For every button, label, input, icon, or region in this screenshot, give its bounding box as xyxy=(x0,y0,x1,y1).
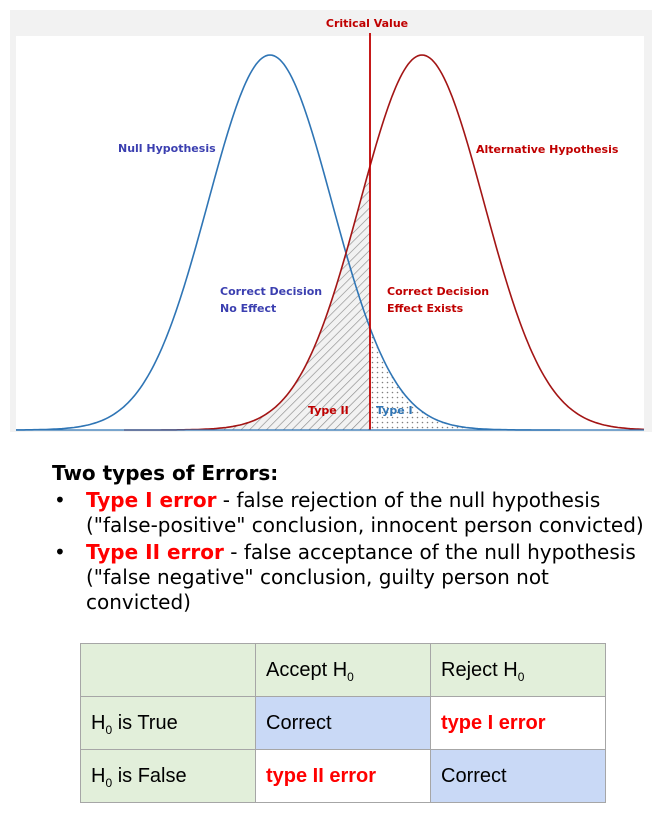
row-label-false: H0 is False xyxy=(80,749,256,803)
type-ii-label: Type II xyxy=(308,404,349,417)
cell-true-reject: type I error xyxy=(430,696,606,750)
correct-no-effect-line2: No Effect xyxy=(220,302,276,315)
subscript: 0 xyxy=(517,669,525,684)
cell-false-accept: type II error xyxy=(255,749,431,803)
type-ii-error-name: Type II error xyxy=(86,540,224,564)
header-reject: Reject H0 xyxy=(430,643,606,697)
row-label-rest: is True xyxy=(112,711,178,734)
correct-no-effect-line1: Correct Decision xyxy=(220,285,322,298)
table-row: H0 is False type II error Correct xyxy=(80,749,606,803)
header-accept: Accept H0 xyxy=(255,643,431,697)
h-letter: H xyxy=(91,711,106,734)
reject-text: Reject H xyxy=(441,658,518,681)
type-i-error-name: Type I error xyxy=(86,488,217,512)
accept-text: Accept H xyxy=(266,658,348,681)
type-i-error-text: - false rejection of the null hypothesis… xyxy=(86,488,644,537)
table-header-row: Accept H0 Reject H0 xyxy=(80,643,606,697)
bullet-dot: • xyxy=(54,488,66,512)
cell-false-reject: Correct xyxy=(430,749,606,803)
h-letter: H xyxy=(91,764,106,787)
error-table: Accept H0 Reject H0 H0 is True Correct t… xyxy=(80,643,606,803)
cell-true-accept: Correct xyxy=(255,696,431,750)
correct-effect-line1: Correct Decision xyxy=(387,285,489,298)
row-label-rest: is False xyxy=(112,764,187,787)
alternative-hypothesis-curve xyxy=(124,54,645,431)
alternative-hypothesis-label: Alternative Hypothesis xyxy=(476,143,619,156)
subscript: 0 xyxy=(105,775,113,790)
row-label-true: H0 is True xyxy=(80,696,256,750)
bullet-dot: • xyxy=(54,540,66,564)
critical-value-label: Critical Value xyxy=(326,17,408,30)
type-i-label: Type I xyxy=(376,404,413,417)
subscript: 0 xyxy=(105,722,113,737)
distribution-curves-svg: Critical Value Null Hypothesis Alternati… xyxy=(10,10,652,432)
type-ii-bullet: • Type II error - false acceptance of th… xyxy=(52,540,652,615)
table-row: H0 is True Correct type I error xyxy=(80,696,606,750)
errors-heading: Two types of Errors: xyxy=(52,461,279,485)
type-ii-error-text: - false acceptance of the null hypothesi… xyxy=(86,540,636,614)
correct-effect-line2: Effect Exists xyxy=(387,302,464,315)
null-hypothesis-curve xyxy=(16,54,560,431)
hypothesis-diagram: Critical Value Null Hypothesis Alternati… xyxy=(10,10,652,432)
type-ii-region xyxy=(140,166,370,430)
type-i-bullet: • Type I error - false rejection of the … xyxy=(52,488,652,538)
header-empty-cell xyxy=(80,643,256,697)
subscript: 0 xyxy=(347,669,354,684)
type-i-region xyxy=(370,327,520,430)
null-hypothesis-label: Null Hypothesis xyxy=(118,142,216,155)
errors-section: Two types of Errors: • Type I error - fa… xyxy=(52,460,652,615)
